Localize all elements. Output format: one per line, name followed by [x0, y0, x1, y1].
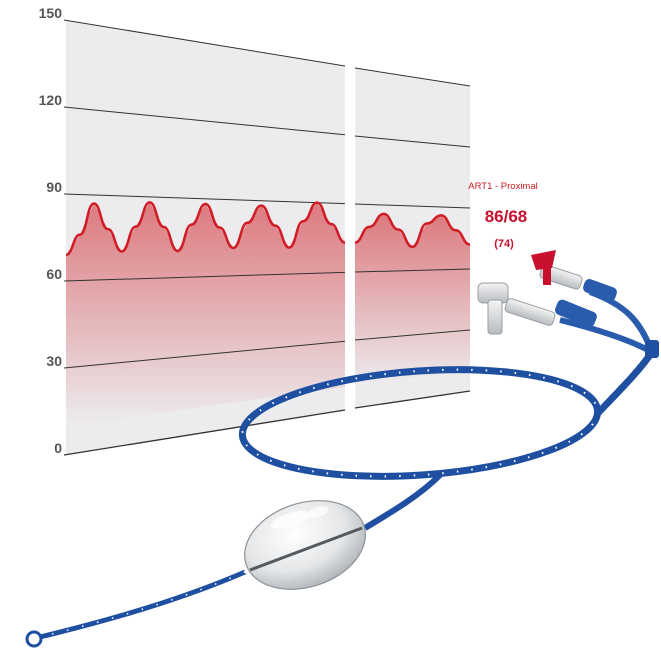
gridline-30-main — [63, 340, 346, 369]
gridline-90-main — [63, 193, 346, 205]
waveform-line-side — [354, 212, 471, 249]
y-tick-label: 0 — [54, 440, 62, 456]
gridline-150-main — [63, 19, 346, 67]
y-tick-label: 60 — [46, 266, 62, 282]
waveform-area-side — [355, 213, 470, 386]
y-tick-label: 150 — [39, 5, 63, 21]
gridline-60-main — [63, 271, 346, 282]
y-tick-label: 90 — [46, 179, 62, 195]
gridline-60-side — [354, 268, 471, 273]
gridline-0-main — [63, 409, 346, 456]
catheter-with-stopcock-icon — [25, 250, 659, 648]
waveform-area-main — [66, 202, 345, 426]
readout-label: ART1 - Proximal — [468, 181, 538, 192]
y-axis-ticks: 150 120 90 60 30 0 — [39, 5, 63, 456]
gridline-120-main — [63, 106, 346, 136]
gridline-0-side — [354, 390, 471, 409]
y-tick-label: 120 — [39, 92, 63, 108]
gridlines — [63, 19, 471, 456]
waveform-line-main — [65, 201, 346, 257]
gridline-120-side — [354, 135, 471, 148]
gridline-30-side — [354, 329, 471, 341]
y-tick-label: 30 — [46, 353, 62, 369]
readout-mean: (74) — [494, 238, 514, 250]
gridline-90-side — [354, 203, 471, 209]
pressure-readout: ART1 - Proximal 86/68 (74) — [468, 181, 538, 250]
gridline-150-side — [354, 67, 471, 87]
pressure-chart: 150 120 90 60 30 0 — [39, 5, 471, 456]
readout-pressure: 86/68 — [485, 207, 528, 226]
